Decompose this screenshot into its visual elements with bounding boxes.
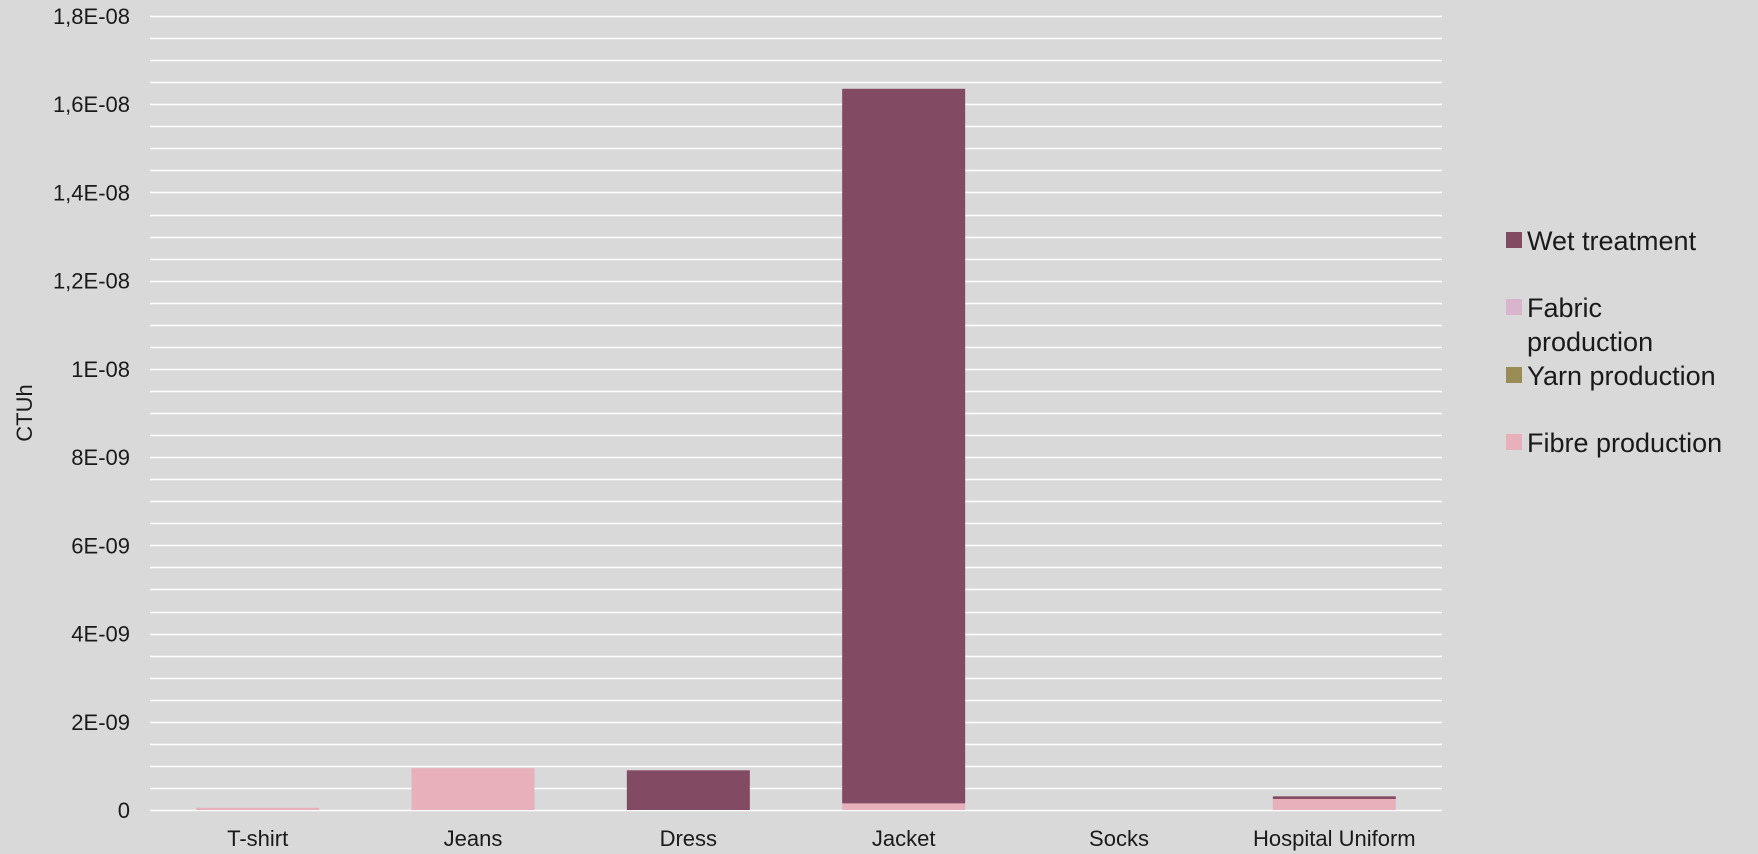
legend-label: Fabric (1527, 293, 1602, 323)
y-tick-label: 8E-09 (71, 445, 130, 470)
bar-segment (1272, 798, 1396, 810)
y-tick-label: 4E-09 (71, 622, 130, 647)
y-tick-label: 1,6E-08 (53, 92, 130, 117)
bar-segment (196, 807, 320, 810)
bars (196, 88, 1396, 810)
y-tick-label: 0 (118, 798, 130, 823)
y-axis-ticks: 0 2E-09 4E-09 6E-09 8E-09 1E-08 1,2E-08 1,4E-08… (53, 4, 130, 823)
y-tick-label: 1,2E-08 (53, 269, 130, 294)
bar-segment (842, 88, 966, 804)
y-tick-label: 1,4E-08 (53, 180, 130, 205)
legend-label: Wet treatment (1527, 226, 1697, 256)
legend: Wet treatment Fabric production Yarn produc… (1506, 226, 1722, 458)
y-tick-label: 2E-09 (71, 710, 130, 735)
bar-segment (842, 803, 966, 810)
bar-segment (626, 770, 750, 810)
x-category-label: T-shirt (227, 826, 288, 851)
legend-label: production (1527, 327, 1653, 357)
y-tick-label: 1E-08 (71, 357, 130, 382)
gridlines (150, 15, 1442, 812)
bar-segment (411, 768, 535, 810)
legend-swatch (1506, 232, 1522, 248)
legend-swatch (1506, 299, 1522, 315)
x-category-label: Dress (660, 826, 717, 851)
x-category-label: Hospital Uniform (1253, 826, 1416, 851)
y-axis-title: CTUh (12, 384, 37, 441)
y-tick-label: 1,8E-08 (53, 4, 130, 29)
x-axis-categories: T-shirt Jeans Dress Jacket Socks Hospital Uni… (227, 826, 1416, 851)
bar-segment (1272, 796, 1396, 799)
x-category-label: Jeans (444, 826, 503, 851)
legend-label: Yarn production (1527, 361, 1716, 391)
legend-label: Fibre production (1527, 428, 1722, 458)
legend-swatch (1506, 434, 1522, 450)
x-category-label: Socks (1089, 826, 1149, 851)
y-tick-label: 6E-09 (71, 533, 130, 558)
legend-swatch (1506, 367, 1522, 383)
x-category-label: Jacket (872, 826, 936, 851)
